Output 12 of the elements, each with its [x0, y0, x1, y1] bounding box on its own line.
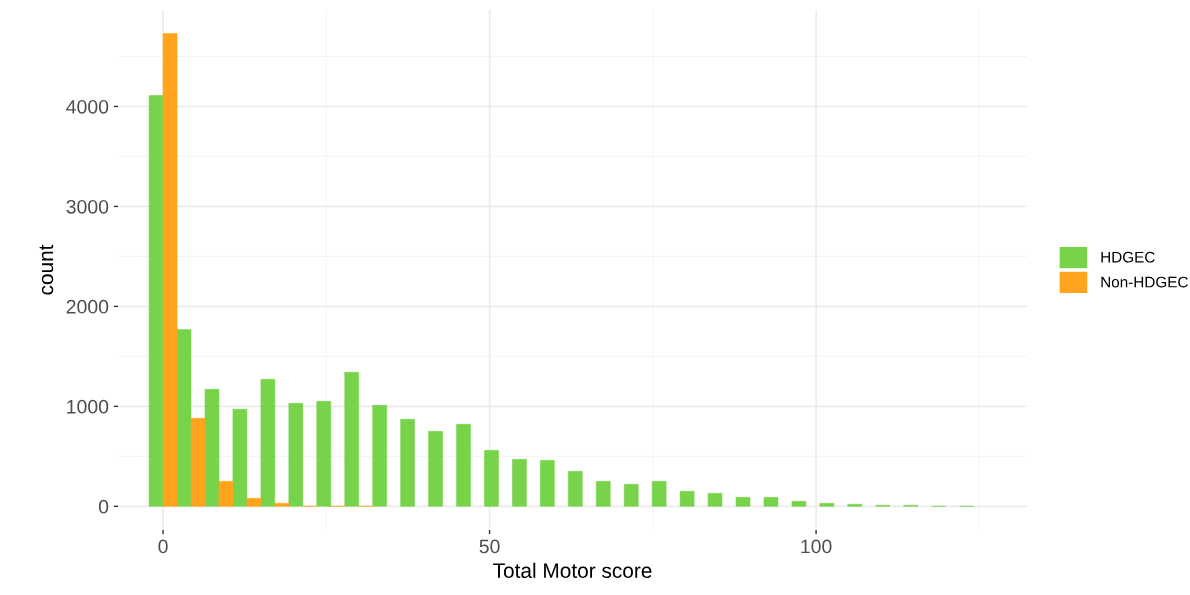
- legend-label: Non-HDGEC: [1101, 276, 1188, 288]
- y-tick-label: 3000: [66, 199, 109, 214]
- y-tick-label: 1000: [67, 399, 109, 414]
- y-tick-label: 4000: [66, 99, 109, 114]
- x-tick-label: 50: [479, 539, 500, 554]
- y-tick-label: 0: [98, 499, 109, 514]
- y-axis-title: count: [39, 244, 54, 295]
- x-axis-title: Total Motor score: [493, 562, 652, 579]
- x-tick-label: 0: [158, 539, 168, 554]
- x-tick-label: 100: [801, 539, 832, 554]
- y-tick-label: 2000: [66, 299, 109, 314]
- legend-label: HDGEC: [1101, 251, 1155, 263]
